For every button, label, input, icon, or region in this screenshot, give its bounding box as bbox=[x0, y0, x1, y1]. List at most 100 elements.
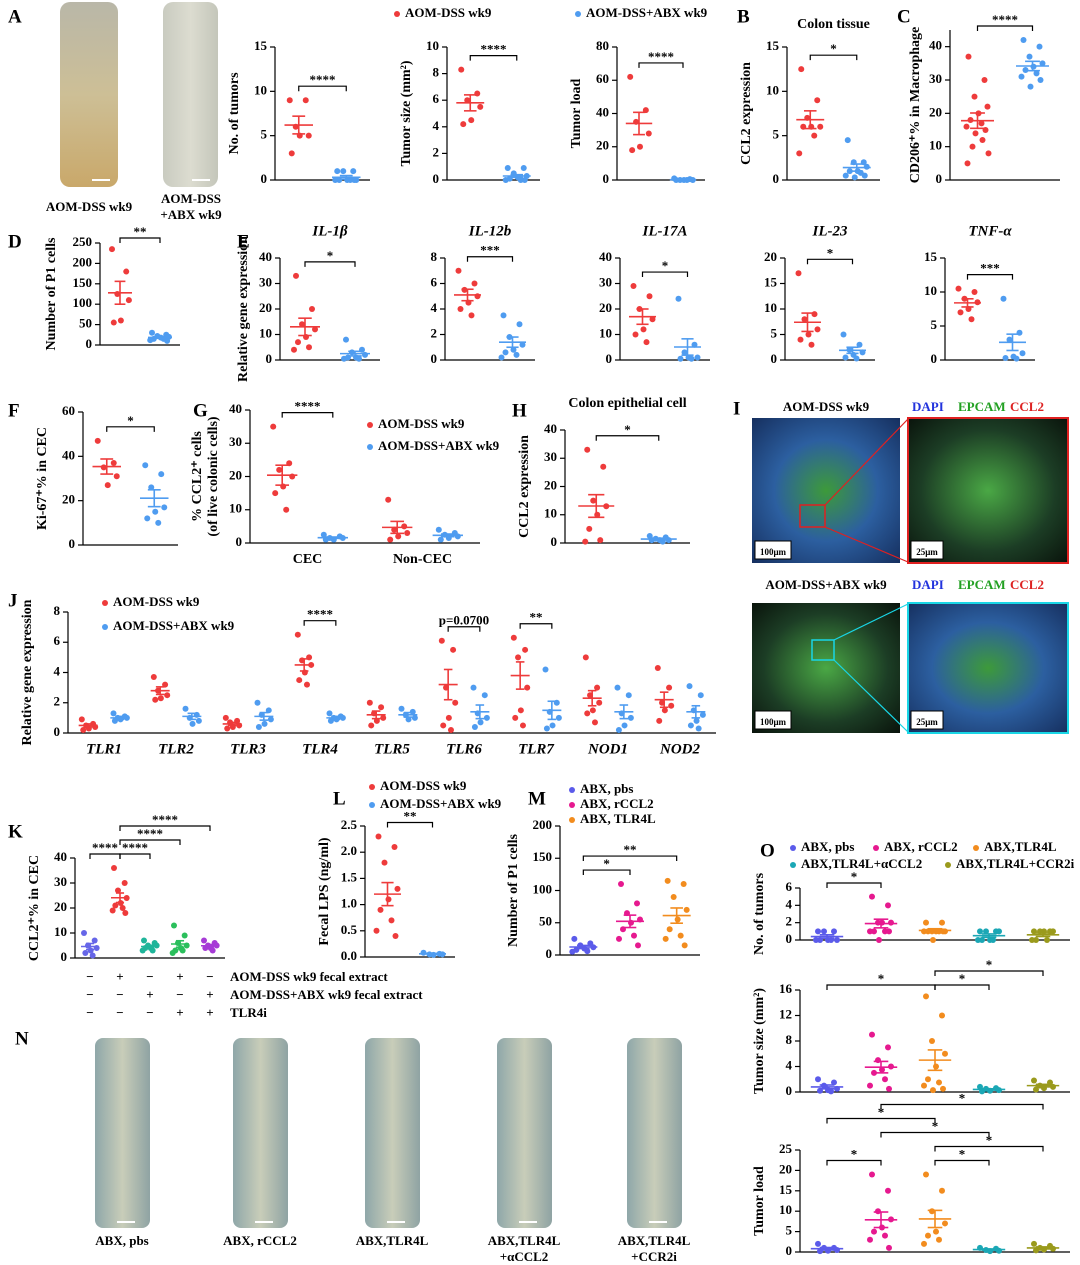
data-point bbox=[109, 246, 115, 253]
data-point bbox=[155, 519, 162, 526]
data-point bbox=[1019, 350, 1026, 357]
data-point bbox=[452, 699, 459, 706]
data-point bbox=[842, 354, 849, 361]
data-point bbox=[968, 316, 975, 323]
data-point bbox=[149, 947, 156, 954]
data-point bbox=[805, 331, 812, 338]
data-point bbox=[886, 928, 892, 935]
data-point bbox=[867, 928, 873, 935]
data-point bbox=[195, 717, 202, 724]
significance-bracket bbox=[386, 821, 434, 828]
panel-letter: D bbox=[8, 231, 22, 252]
data-point bbox=[411, 714, 418, 721]
data-point bbox=[104, 482, 111, 489]
y-tick-label: 2 bbox=[54, 694, 61, 709]
significance-label: * bbox=[624, 422, 631, 437]
data-point bbox=[625, 692, 632, 699]
data-point bbox=[80, 726, 87, 733]
data-point bbox=[291, 346, 297, 353]
y-tick-label: 0 bbox=[936, 171, 943, 186]
data-point bbox=[594, 684, 601, 691]
data-point bbox=[385, 496, 392, 503]
data-point bbox=[286, 97, 293, 104]
data-point bbox=[851, 174, 858, 181]
legend-label: ABX,TLR4L bbox=[984, 839, 1057, 854]
y-tick-label: 0 bbox=[551, 534, 558, 549]
data-point bbox=[543, 725, 550, 732]
data-point bbox=[222, 714, 229, 721]
y-tick-label: 16 bbox=[779, 981, 793, 996]
data-point bbox=[378, 704, 385, 711]
significance-bracket bbox=[119, 825, 211, 831]
y-axis-label: Tumor size (mm²) bbox=[752, 988, 767, 1094]
data-point bbox=[283, 506, 290, 513]
data-point bbox=[404, 530, 411, 537]
data-point bbox=[435, 526, 442, 533]
data-point bbox=[1033, 1086, 1039, 1093]
significance-label: ** bbox=[134, 224, 147, 239]
y-tick-label: 8 bbox=[431, 249, 438, 264]
data-point bbox=[942, 1220, 948, 1227]
scale-box bbox=[910, 710, 944, 730]
colon-photo bbox=[233, 1038, 288, 1228]
data-point bbox=[110, 710, 117, 717]
legend-label: ABX, rCCL2 bbox=[580, 796, 654, 811]
y-tick-label: 0.0 bbox=[341, 948, 357, 963]
data-point bbox=[481, 692, 488, 699]
data-point bbox=[302, 97, 309, 104]
data-point bbox=[224, 725, 231, 732]
data-point bbox=[447, 726, 454, 733]
data-point bbox=[391, 526, 398, 533]
data-point bbox=[939, 1187, 945, 1194]
significance-label: * bbox=[603, 856, 610, 871]
data-point bbox=[921, 928, 927, 935]
legend-label: AOM-DSS+ABX wk9 bbox=[586, 5, 708, 20]
data-point bbox=[1031, 1240, 1037, 1247]
y-tick-label: 5 bbox=[773, 127, 780, 142]
data-point bbox=[618, 881, 624, 888]
significance-label: * bbox=[851, 1146, 858, 1161]
data-point bbox=[164, 692, 171, 699]
y-tick-label: 0 bbox=[771, 351, 778, 366]
data-point bbox=[398, 705, 405, 712]
significance-bracket bbox=[582, 869, 631, 876]
significance-bracket bbox=[966, 274, 1014, 280]
y-axis-label: Tumor load bbox=[752, 1166, 767, 1236]
y-axis-label: Relative gene expression bbox=[20, 599, 35, 745]
data-point bbox=[977, 928, 983, 935]
condition-mark: − bbox=[176, 987, 183, 1002]
y-axis-label: Number of P1 cells bbox=[506, 834, 521, 947]
y-axis-label: Tumor size (mm²) bbox=[399, 60, 414, 166]
data-point bbox=[82, 950, 89, 956]
y-tick-label: 4 bbox=[431, 300, 438, 315]
y-tick-label: 20 bbox=[229, 467, 242, 482]
data-point bbox=[81, 930, 87, 936]
panel-letter: A bbox=[8, 6, 22, 27]
y-axis-label: (of live colonic cells) bbox=[206, 416, 221, 536]
data-point bbox=[142, 462, 149, 469]
significance-bracket bbox=[826, 1117, 936, 1124]
data-point bbox=[846, 168, 853, 175]
data-point bbox=[450, 646, 457, 653]
y-tick-label: 2 bbox=[433, 144, 440, 159]
legend-marker bbox=[369, 784, 375, 790]
data-point bbox=[157, 695, 164, 702]
data-point bbox=[666, 926, 673, 933]
data-point bbox=[600, 463, 607, 470]
data-point bbox=[654, 664, 661, 671]
row-label: AOM-DSS+ABX wk9 bbox=[765, 577, 887, 592]
condition-label: AOM-DSS wk9 fecal extract bbox=[230, 969, 388, 984]
condition-mark: + bbox=[146, 987, 153, 1002]
y-tick-label: 20 bbox=[599, 300, 612, 315]
y-tick-label: 15 bbox=[766, 38, 780, 53]
data-point bbox=[471, 280, 478, 287]
significance-label: **** bbox=[92, 840, 118, 855]
data-point bbox=[117, 317, 124, 324]
image-caption: AOM-DSS wk9 bbox=[46, 199, 133, 214]
y-tick-label: 40 bbox=[599, 249, 612, 264]
significance-label: * bbox=[986, 1132, 993, 1147]
data-point bbox=[584, 710, 591, 717]
data-point bbox=[815, 1240, 821, 1247]
significance-bracket bbox=[469, 55, 518, 61]
y-tick-label: 10 bbox=[599, 325, 612, 340]
